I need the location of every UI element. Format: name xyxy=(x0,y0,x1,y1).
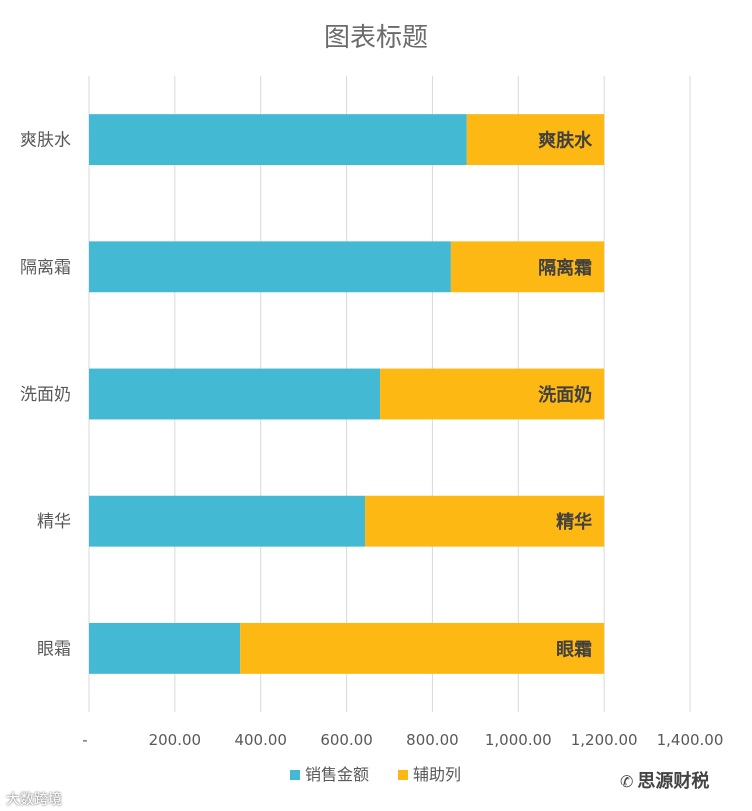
bar-sales xyxy=(89,495,366,547)
watermark-right-text: 思源财税 xyxy=(637,771,710,792)
watermark-left-text: 大数跨境 xyxy=(6,792,62,808)
x-tick-label: 1,200.00 xyxy=(571,731,638,749)
x-tick-label: 200.00 xyxy=(149,731,202,749)
data-label: 隔离霜 xyxy=(538,257,592,279)
legend-swatch xyxy=(290,770,300,780)
chart-title: 图表标题 xyxy=(324,23,428,53)
bars xyxy=(89,114,605,674)
x-tick-label: - xyxy=(82,731,87,749)
x-tick-label: 1,400.00 xyxy=(657,731,724,749)
x-tick-labels: - 200.00 400.00 600.00 800.00 1,000.00 1,200.0… xyxy=(82,731,723,749)
legend-label: 辅助列 xyxy=(413,765,461,784)
bar-sales xyxy=(89,368,381,420)
bar-sales xyxy=(89,241,451,293)
x-tick-label: 400.00 xyxy=(234,731,287,749)
bar-helper xyxy=(365,495,605,547)
x-tick-label: 1,000.00 xyxy=(485,731,552,749)
category-label: 爽肤水 xyxy=(20,131,71,151)
bar-helper xyxy=(466,114,605,166)
legend: 销售金额 辅助列 xyxy=(290,765,461,784)
bar-helper xyxy=(450,241,605,293)
category-label: 眼霜 xyxy=(37,639,71,659)
watermark-left: 大数跨境 xyxy=(6,789,62,809)
data-label: 洗面奶 xyxy=(538,384,592,406)
bar-helper xyxy=(380,368,605,420)
data-label: 眼霜 xyxy=(556,639,592,660)
x-tick-label: 600.00 xyxy=(320,731,373,749)
watermark-right: ✆ 思源财税 xyxy=(620,767,709,793)
category-label: 洗面奶 xyxy=(20,385,71,405)
x-tick-label: 800.00 xyxy=(406,731,459,749)
wechat-icon: ✆ xyxy=(620,772,634,791)
bar-helper xyxy=(240,622,605,674)
category-label: 隔离霜 xyxy=(20,258,71,278)
data-label: 爽肤水 xyxy=(538,130,593,152)
bar-sales xyxy=(89,114,467,166)
legend-label: 销售金额 xyxy=(305,765,369,784)
data-label: 精华 xyxy=(556,511,592,533)
legend-swatch xyxy=(398,770,408,780)
bar-sales xyxy=(89,622,241,674)
category-label: 精华 xyxy=(37,512,71,532)
